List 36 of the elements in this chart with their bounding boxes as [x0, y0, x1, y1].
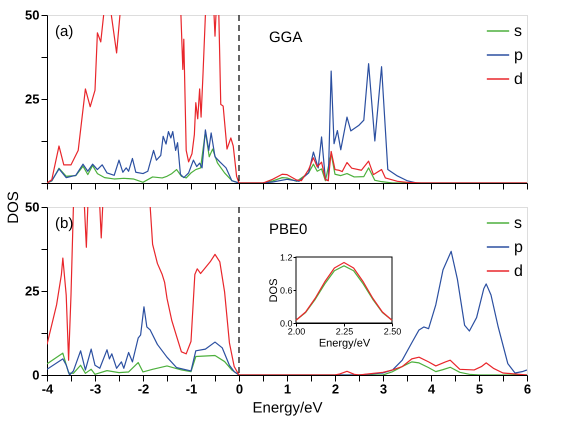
x-tick-label: 0 [236, 382, 244, 396]
x-tick-label: 3 [380, 382, 388, 396]
x-tick-label: -4 [42, 382, 54, 396]
x-tick-label: -2 [138, 382, 150, 396]
y-axis-title: DOS [5, 191, 22, 224]
x-tick-label: 2.00 [288, 326, 306, 336]
annotation: (b) [55, 215, 74, 232]
x-tick-label: -1 [186, 382, 198, 396]
x-axis-title: Energy/eV [318, 338, 371, 350]
x-tick-label: 6 [524, 382, 532, 396]
annotation: GGA [269, 29, 302, 46]
y-tick-label: 25 [25, 92, 40, 106]
y-tick-label: 50 [25, 8, 40, 22]
x-tick-label: 4 [428, 382, 436, 396]
y-tick-label: 0 [32, 368, 40, 382]
x-tick-label: 1 [284, 382, 292, 396]
legend-label: p [514, 47, 523, 64]
legend-label: p [514, 239, 523, 256]
annotation: PBE0 [269, 221, 308, 238]
legend-label: s [514, 23, 522, 40]
x-axis-title: Energy/eV [252, 400, 323, 416]
legend-label: d [514, 71, 523, 88]
y-tick-label: 1.2 [280, 252, 292, 262]
y-tick-label: 0.0 [280, 318, 292, 328]
y-axis-title: DOS [268, 278, 280, 302]
y-tick-label: 0.6 [280, 286, 292, 296]
x-tick-label: 2 [332, 382, 340, 396]
x-tick-label: 5 [476, 382, 484, 396]
x-tick-label: 2.50 [384, 326, 402, 336]
x-tick-label: -3 [90, 382, 102, 396]
x-tick-label: 2.25 [336, 326, 354, 336]
y-tick-label: 50 [25, 200, 40, 214]
y-tick-label: 25 [25, 284, 40, 298]
legend-label: d [514, 263, 523, 280]
legend-label: s [514, 215, 522, 232]
annotation: (a) [55, 23, 74, 40]
